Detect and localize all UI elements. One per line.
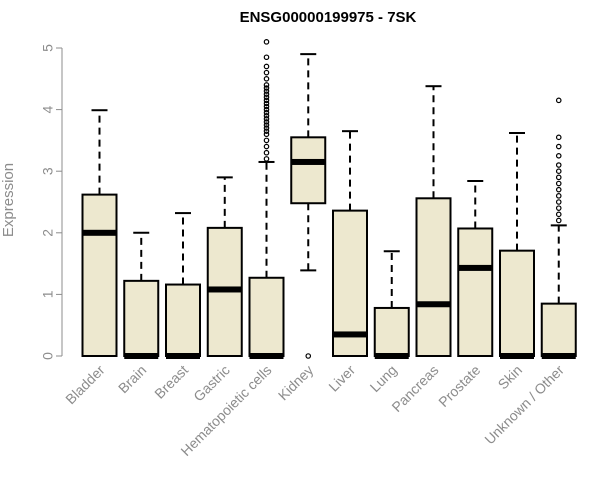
box-group	[123, 231, 160, 359]
x-category-label: Breast	[151, 362, 191, 402]
box-group	[373, 250, 410, 359]
median-line	[207, 286, 242, 293]
outlier-point	[263, 85, 270, 91]
box-group	[457, 180, 494, 358]
outlier-point	[555, 205, 562, 211]
box-series	[81, 39, 577, 359]
outlier-point	[263, 116, 270, 122]
median-line	[166, 353, 200, 359]
median-line	[541, 353, 576, 359]
y-tick-label: 3	[40, 167, 56, 175]
box-group	[499, 132, 535, 359]
outlier-point	[263, 91, 270, 98]
outlier-point	[555, 143, 562, 150]
chart-title: ENSG00000199975 - 7SK	[240, 9, 417, 26]
box-group	[332, 130, 368, 357]
y-tick-label: 4	[40, 105, 56, 113]
outlier-point	[555, 199, 562, 205]
y-axis-label: Expression	[0, 163, 17, 237]
box-group	[206, 176, 243, 357]
x-category-label: Unknown / Other	[481, 362, 567, 448]
box-group	[540, 97, 577, 359]
iqr-box	[248, 276, 285, 358]
iqr-box	[373, 306, 410, 357]
iqr-box	[165, 283, 201, 358]
box-group	[81, 109, 118, 357]
outlier-point	[555, 134, 562, 141]
x-category-label: Skin	[495, 362, 526, 393]
median-line	[333, 331, 367, 338]
outlier-point	[263, 131, 270, 138]
outlier-point	[263, 94, 270, 101]
outlier-point	[263, 100, 270, 107]
x-category-label: Brain	[115, 362, 149, 396]
outlier-point	[263, 143, 270, 150]
outlier-point	[263, 125, 270, 131]
median-line	[291, 158, 326, 165]
x-category-label: Lung	[367, 362, 400, 395]
x-category-label: Kidney	[275, 362, 317, 404]
outlier-point	[555, 174, 562, 181]
outlier-point	[263, 69, 270, 76]
outlier-point	[555, 211, 562, 218]
outlier-point	[555, 180, 562, 187]
median-line	[249, 353, 284, 359]
outlier-point	[263, 149, 270, 156]
box-group	[248, 39, 285, 359]
outlier-point	[263, 137, 270, 144]
iqr-box	[415, 197, 452, 357]
outlier-point	[305, 353, 312, 359]
iqr-box	[457, 227, 494, 358]
box-group	[290, 53, 327, 359]
outlier-point	[263, 63, 270, 70]
iqr-box	[290, 136, 327, 205]
outlier-point	[263, 128, 270, 134]
outlier-point	[555, 217, 562, 224]
median-line	[124, 353, 159, 359]
y-tick-label: 2	[40, 229, 56, 237]
iqr-box	[499, 249, 535, 357]
box-group	[415, 85, 452, 357]
iqr-box	[81, 193, 118, 357]
outlier-point	[555, 97, 562, 104]
x-category-label: Prostate	[435, 362, 483, 410]
box-group	[165, 212, 201, 359]
outlier-point	[555, 153, 562, 159]
outlier-point	[263, 54, 270, 61]
y-tick-label: 5	[40, 44, 56, 52]
outlier-point	[555, 168, 562, 175]
iqr-box	[540, 302, 577, 358]
outlier-point	[263, 88, 270, 94]
x-category-label: Liver	[325, 362, 358, 395]
median-line	[82, 229, 117, 236]
outlier-point	[263, 82, 270, 88]
median-line	[500, 353, 534, 359]
outlier-point	[555, 162, 562, 168]
outlier-point	[263, 112, 270, 119]
outlier-point	[263, 97, 270, 104]
y-axis: 0 1 2 3 4 5	[40, 44, 63, 360]
outlier-point	[263, 39, 270, 45]
outlier-point	[263, 103, 270, 110]
iqr-box	[123, 279, 160, 357]
outlier-point	[263, 122, 270, 128]
y-tick-label: 1	[40, 290, 56, 298]
outlier-point	[263, 76, 270, 82]
outlier-point	[263, 119, 270, 125]
x-category-label: Bladder	[62, 362, 108, 408]
outlier-point	[555, 193, 562, 199]
median-line	[416, 301, 451, 308]
median-line	[458, 264, 493, 271]
outlier-point	[263, 106, 270, 113]
y-tick-label: 0	[40, 352, 56, 360]
outlier-point	[263, 156, 270, 162]
outlier-point	[555, 186, 562, 193]
median-line	[374, 353, 409, 359]
outlier-point	[263, 109, 270, 116]
